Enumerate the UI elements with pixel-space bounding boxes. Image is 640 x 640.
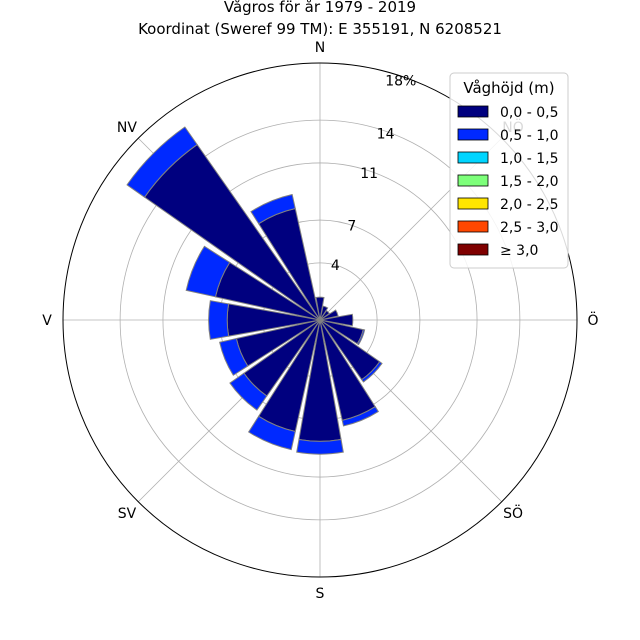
sector-12-bin-1 <box>208 300 230 340</box>
sector-bars <box>126 126 383 455</box>
sector-3-bin-0 <box>319 309 339 321</box>
radial-tick-labels: 4 7 11 14 18% <box>331 74 416 275</box>
direction-label-6: V <box>42 313 52 329</box>
sector-5-bin-1 <box>356 328 366 346</box>
legend-label-3: 1,5 - 2,0 <box>500 174 558 190</box>
legend: Våghöjd (m) 0,0 - 0,5 0,5 - 1,0 1,0 - 1,5 1… <box>449 72 569 269</box>
chart-title-line2: Koordinat (Sweref 99 TM): E 355191, N 62… <box>138 20 502 38</box>
sector-13-bin-1 <box>185 245 231 298</box>
sector-11-bin-1 <box>219 337 249 376</box>
outer-frame <box>62 62 578 578</box>
sector-4-bin-0 <box>319 313 354 327</box>
legend-label-2: 1,0 - 1,5 <box>500 151 558 167</box>
direction-label-5: SV <box>118 506 137 522</box>
legend-swatch-3 <box>457 174 489 187</box>
radial-tick-3: 14 <box>377 126 395 142</box>
radial-tick-1: 7 <box>347 219 356 235</box>
legend-swatch-6 <box>457 243 489 256</box>
legend-box <box>449 72 569 269</box>
legend-swatch-0 <box>457 105 489 118</box>
sector-0-bin-0 <box>315 296 325 321</box>
legend-label-6: ≥ 3,0 <box>500 243 538 259</box>
sector-7-bin-1 <box>341 406 379 427</box>
legend-label-4: 2,0 - 2,5 <box>500 197 558 213</box>
radial-tick-0: 4 <box>331 258 340 274</box>
direction-label-4: S <box>316 586 325 602</box>
legend-title: Våghöjd (m) <box>463 79 554 97</box>
sector-10-bin-1 <box>229 372 268 411</box>
legend-label-1: 0,5 - 1,0 <box>500 128 558 144</box>
sector-14-bin-1 <box>126 126 198 198</box>
legend-entries: 0,0 - 0,5 0,5 - 1,0 1,0 - 1,5 1,5 - 2,0 2,0 … <box>457 105 558 259</box>
legend-swatch-4 <box>457 197 489 210</box>
direction-label-0: N <box>315 40 325 56</box>
legend-label-5: 2,5 - 3,0 <box>500 220 558 236</box>
direction-label-2: Ö <box>587 311 598 329</box>
direction-label-3: SÖ <box>503 504 523 522</box>
legend-swatch-2 <box>457 151 489 164</box>
chart-title-line1: Vågros för år 1979 - 2019 <box>224 0 416 16</box>
sector-6-bin-1 <box>361 361 383 383</box>
sector-8-bin-1 <box>296 438 344 455</box>
radial-tick-2: 11 <box>360 166 378 182</box>
sector-9-bin-1 <box>247 415 296 451</box>
legend-swatch-5 <box>457 220 489 233</box>
legend-label-0: 0,0 - 0,5 <box>500 105 558 121</box>
sector-15-bin-1 <box>250 193 296 225</box>
legend-swatch-1 <box>457 128 489 141</box>
direction-label-7: NV <box>117 120 137 136</box>
radial-tick-4: 18% <box>385 74 416 90</box>
